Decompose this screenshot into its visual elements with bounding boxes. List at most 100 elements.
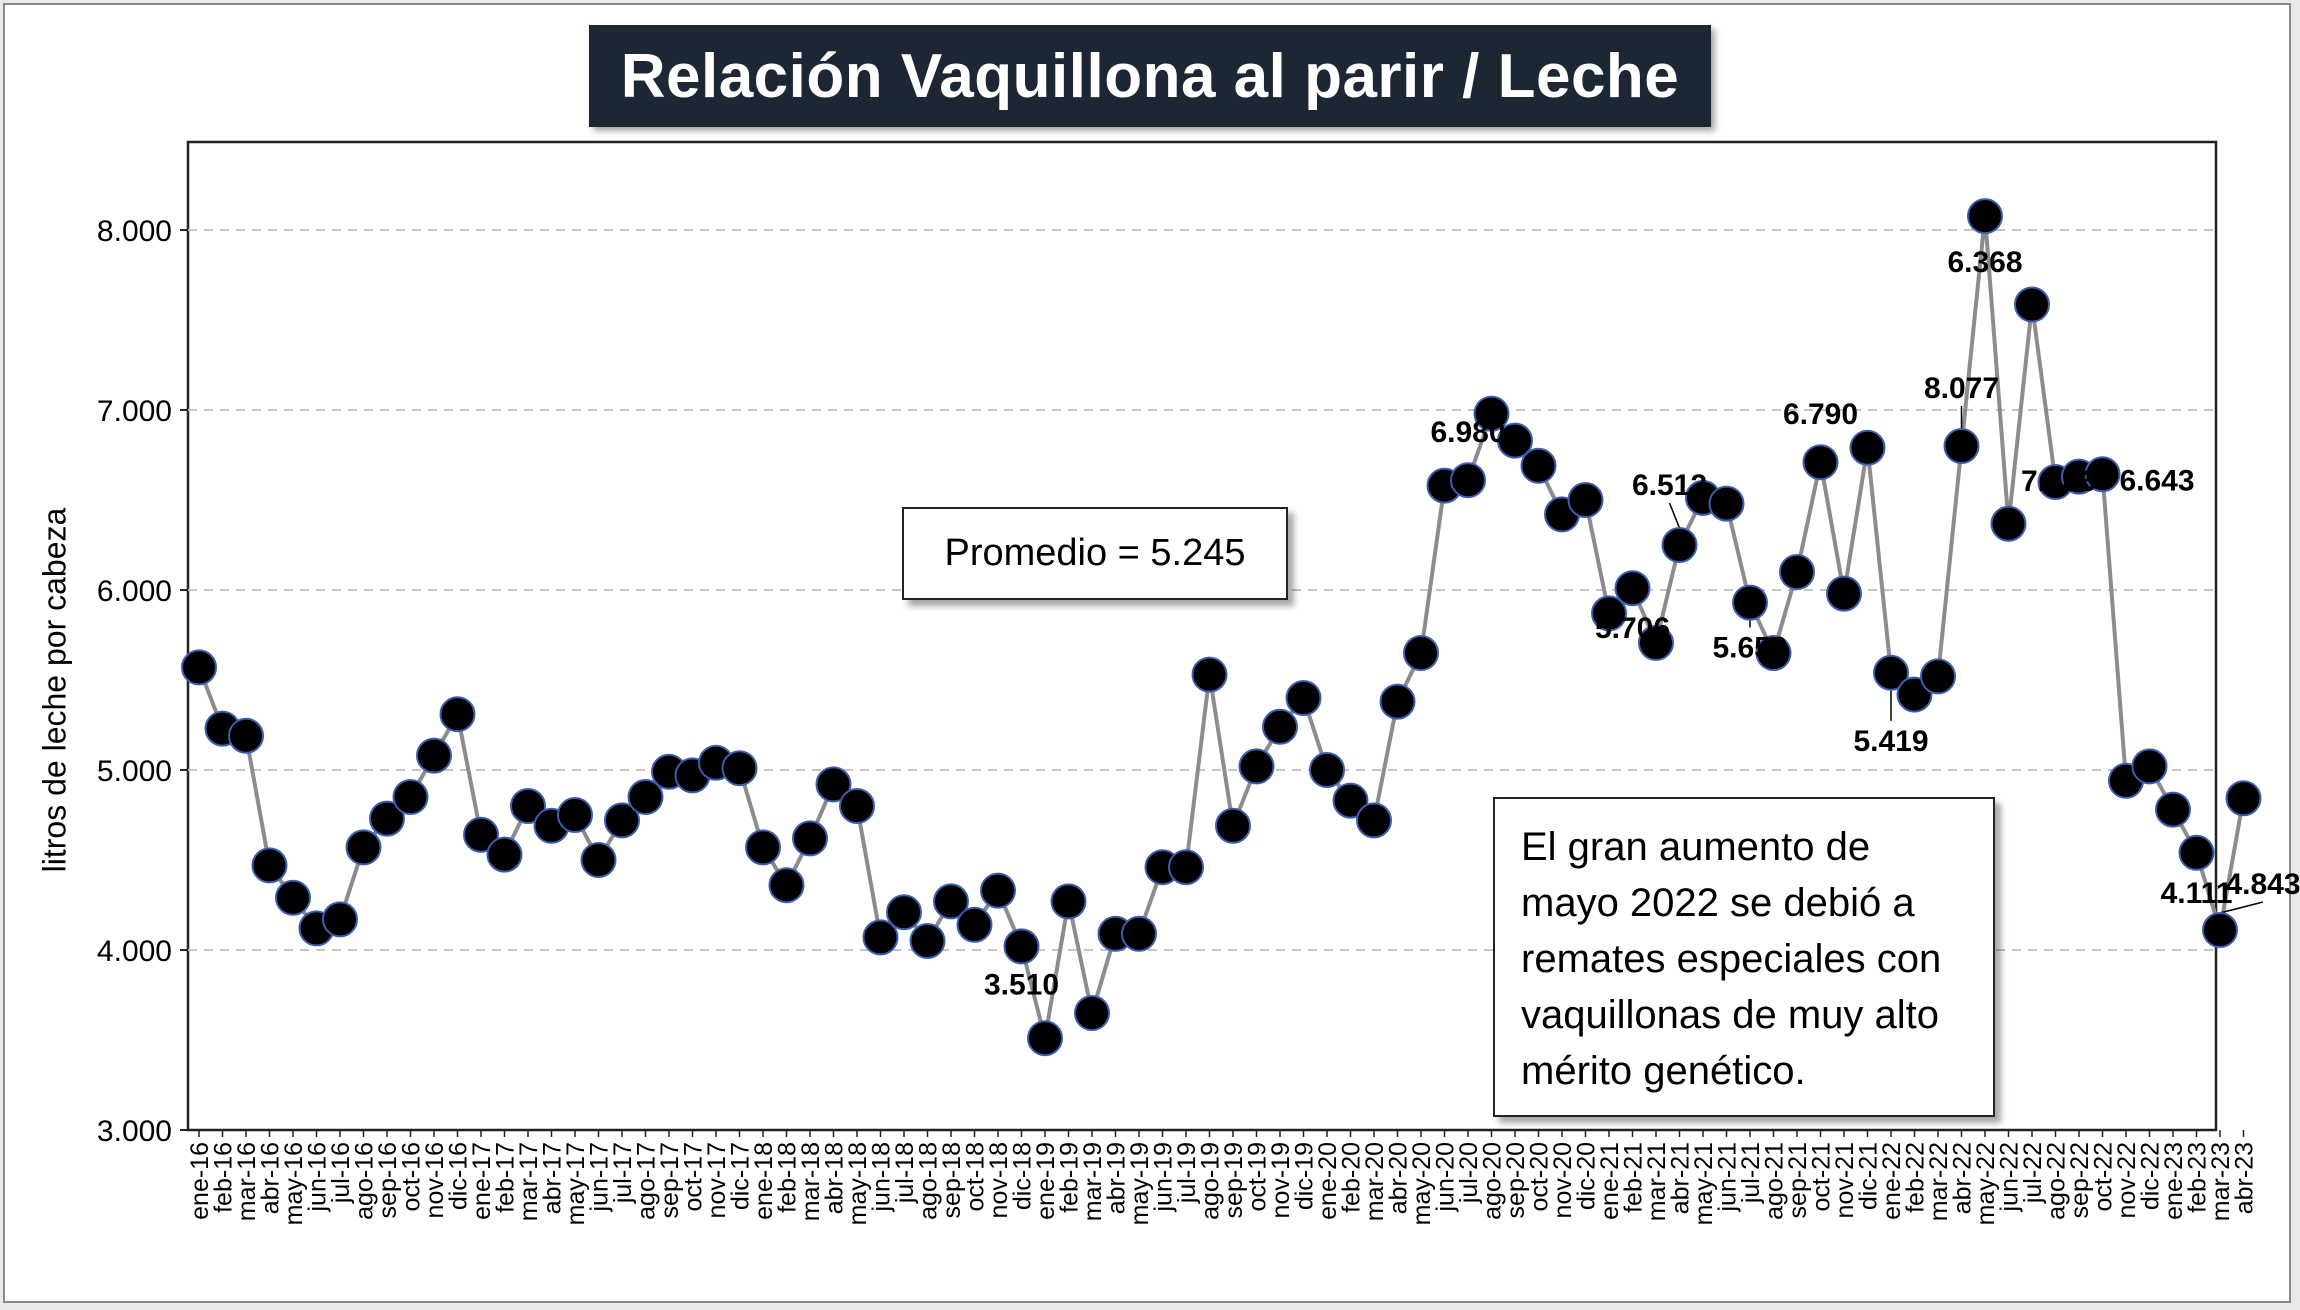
x-tick-label: sep-19 — [1220, 1142, 1248, 1218]
x-tick-label: mar-16 — [233, 1142, 261, 1221]
data-point — [181, 649, 217, 686]
x-tick-label: ago-19 — [1197, 1142, 1225, 1220]
data-point — [1638, 624, 1674, 661]
x-tick-label: ene-22 — [1878, 1142, 1906, 1220]
x-tick-label: dic-17 — [727, 1142, 755, 1210]
data-point — [956, 906, 993, 943]
x-axis-ticks: ene-16feb-16mar-16abr-16may-16jun-16jul-… — [186, 1130, 2259, 1225]
chart-title: Relación Vaquillona al parir / Leche — [589, 25, 1711, 127]
data-point — [1967, 198, 2003, 235]
data-point — [1332, 782, 1369, 819]
x-tick-label: jul-17 — [609, 1142, 637, 1204]
label-leader-line — [2219, 901, 2264, 914]
data-label: 5.650 — [1712, 632, 1787, 665]
x-tick-label: oct-19 — [1244, 1142, 1272, 1211]
x-tick-label: abr-21 — [1667, 1142, 1695, 1214]
x-tick-label: dic-16 — [445, 1142, 473, 1210]
data-point — [1520, 447, 1557, 484]
x-tick-label: ago-22 — [2043, 1142, 2071, 1220]
x-tick-label: may-17 — [562, 1142, 590, 1225]
data-point — [369, 800, 405, 837]
data-point — [1920, 658, 1956, 695]
x-tick-label: feb-19 — [1056, 1142, 1084, 1213]
data-point — [486, 836, 523, 873]
data-point — [1755, 635, 1792, 671]
data-point — [933, 883, 969, 920]
x-tick-label: oct-18 — [962, 1142, 990, 1211]
data-point — [1826, 575, 1862, 612]
data-point — [768, 867, 805, 904]
x-tick-label: sep-17 — [656, 1142, 684, 1218]
x-tick-label: jul-21 — [1737, 1142, 1765, 1204]
x-tick-label: nov-16 — [421, 1142, 449, 1218]
x-tick-label: oct-22 — [2090, 1142, 2118, 1211]
data-label: 5.706 — [1595, 612, 1670, 645]
data-point — [2225, 780, 2262, 817]
x-tick-label: feb-17 — [492, 1142, 520, 1213]
x-tick-label: sep-18 — [938, 1142, 966, 1218]
x-tick-label: jul-18 — [891, 1142, 919, 1204]
label-leaders — [1668, 406, 2264, 914]
data-point — [792, 820, 828, 857]
x-tick-label: nov-17 — [703, 1142, 731, 1218]
data-point — [392, 779, 429, 815]
data-point — [1943, 428, 1980, 464]
data-point — [416, 737, 452, 774]
data-label: 5.419 — [1853, 725, 1928, 758]
x-tick-label: nov-19 — [1267, 1142, 1295, 1218]
data-point — [1708, 485, 1745, 522]
data-point — [1168, 849, 1204, 886]
data-point — [721, 750, 758, 787]
data-point — [1309, 752, 1345, 788]
x-tick-label: mar-22 — [1925, 1142, 1953, 1221]
x-tick-label: jun-17 — [586, 1142, 614, 1213]
data-label: 6.643 — [2119, 465, 2194, 498]
x-tick-label: sep-20 — [1502, 1142, 1530, 1218]
x-tick-label: ene-19 — [1032, 1142, 1060, 1220]
data-label: 6.512 — [1632, 469, 1707, 502]
data-labels: 3.510 6.980 5.706 6.512 5.650 6.790 5.419 8.077… — [984, 246, 2300, 1001]
data-point — [580, 842, 617, 878]
data-point — [345, 829, 382, 866]
data-point — [510, 788, 546, 824]
data-point — [1849, 429, 1886, 466]
data-label: 6.980 — [1430, 416, 1505, 449]
y-tick-label: 7.000 — [97, 395, 172, 428]
x-tick-label: abr-18 — [821, 1142, 849, 1214]
x-tick-label: ene-18 — [750, 1142, 778, 1220]
x-tick-label: may-16 — [280, 1142, 308, 1225]
data-point — [2084, 456, 2121, 493]
x-tick-label: oct-17 — [680, 1142, 708, 1211]
y-axis-ticks: 3.000 4.000 5.000 6.000 7.000 8.000 — [97, 215, 188, 1148]
x-tick-label: mar-19 — [1079, 1142, 1107, 1221]
data-point — [1050, 883, 1087, 920]
x-tick-label: abr-22 — [1949, 1142, 1977, 1214]
y-tick-label: 3.000 — [97, 1115, 172, 1148]
x-tick-label: nov-21 — [1831, 1142, 1859, 1218]
data-point — [1238, 748, 1275, 785]
x-tick-label: dic-18 — [1009, 1142, 1037, 1210]
x-tick-label: ago-21 — [1761, 1142, 1789, 1220]
data-point — [1591, 595, 1627, 632]
data-point — [557, 797, 593, 833]
x-tick-label: may-18 — [844, 1142, 872, 1225]
x-tick-label: nov-18 — [985, 1142, 1013, 1218]
data-point — [1473, 395, 1510, 432]
data-point — [2014, 286, 2050, 323]
y-tick-label: 6.000 — [97, 575, 172, 608]
x-tick-label: jun-20 — [1432, 1142, 1460, 1213]
data-point — [322, 901, 358, 938]
x-tick-label: dic-22 — [2137, 1142, 2165, 1210]
data-point — [1356, 802, 1392, 839]
x-tick-label: jun-16 — [304, 1142, 332, 1213]
data-point — [1027, 1020, 1063, 1057]
x-tick-label: oct-20 — [1526, 1142, 1554, 1211]
x-tick-label: jul-19 — [1173, 1142, 1201, 1204]
x-tick-label: feb-23 — [2184, 1142, 2212, 1213]
x-tick-label: jul-22 — [2019, 1142, 2047, 1204]
data-label: 4.111 — [2161, 877, 2233, 910]
x-tick-label: dic-19 — [1291, 1142, 1319, 1210]
x-tick-label: ene-20 — [1314, 1142, 1342, 1220]
data-point — [1215, 807, 1251, 844]
